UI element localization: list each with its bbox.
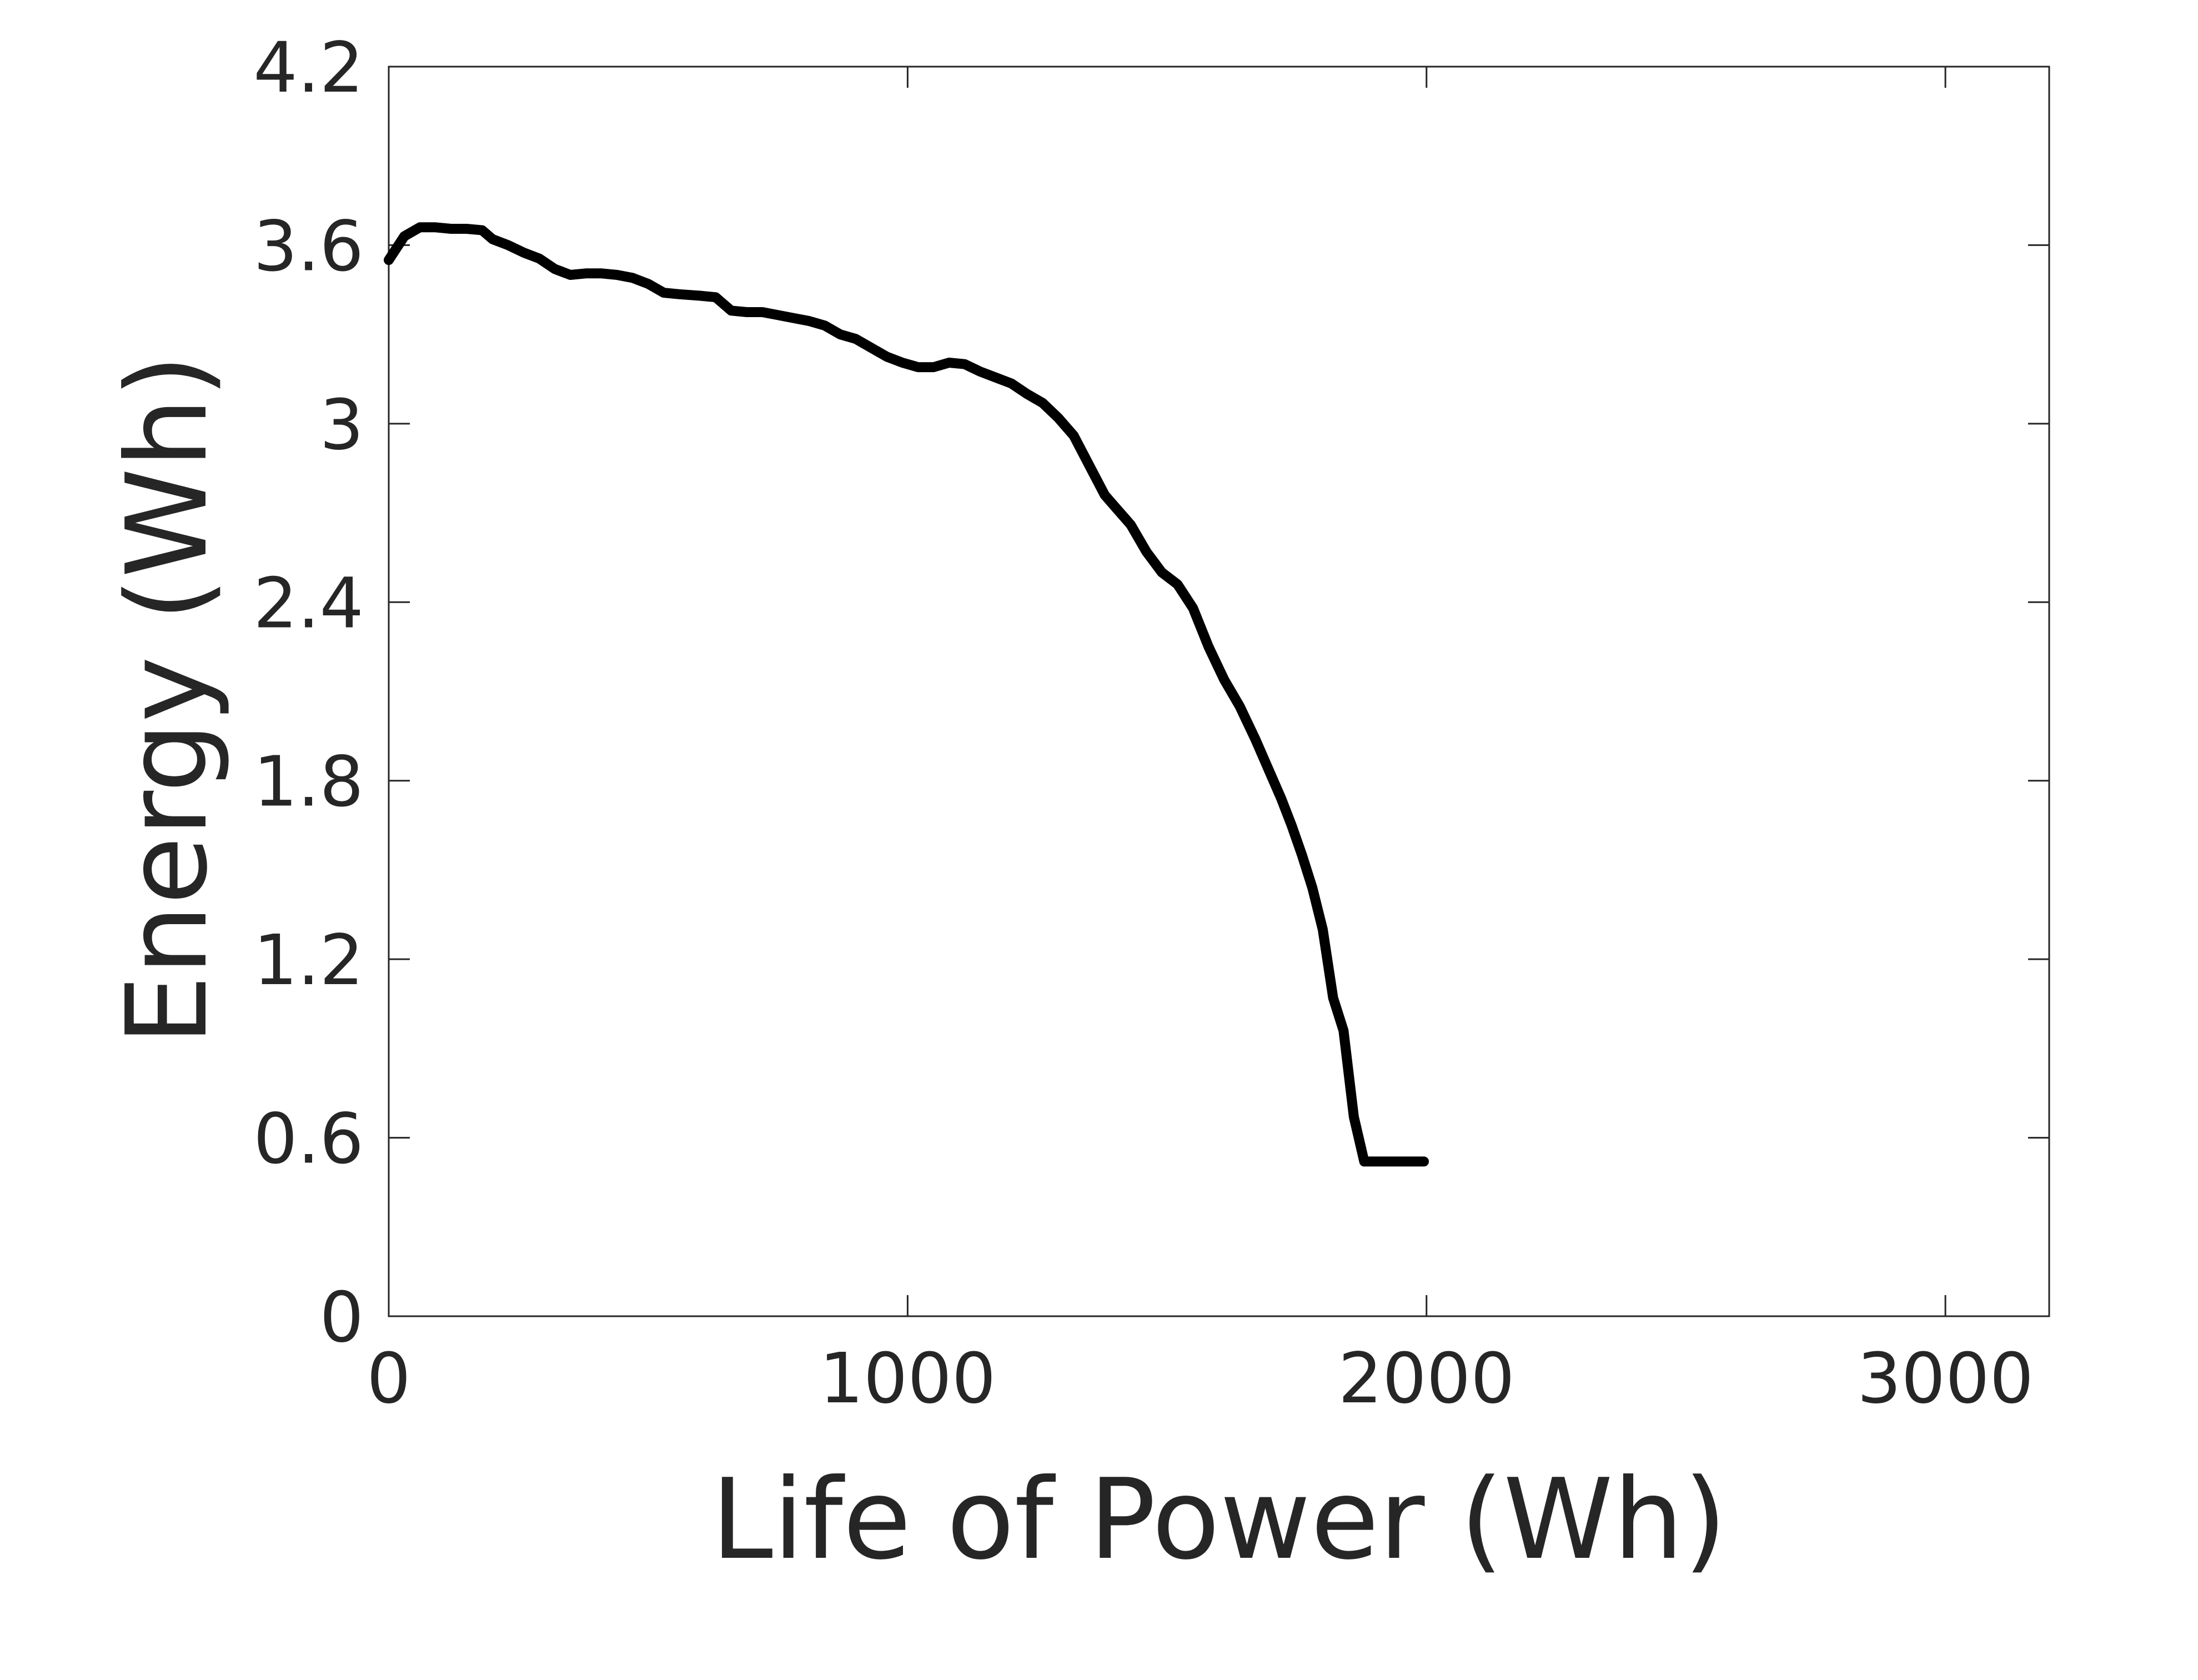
plot-area <box>388 66 2050 1317</box>
y-tick-label: 2.4 <box>253 563 364 644</box>
x-tick-label: 1000 <box>819 1338 996 1419</box>
y-tick-label: 1.8 <box>253 742 364 823</box>
y-tick-label: 4.2 <box>253 28 364 108</box>
y-tick-label: 3 <box>319 385 364 465</box>
plot-frame <box>388 66 2050 1317</box>
x-axis-title: Life of Power (Wh) <box>711 1455 1727 1584</box>
y-axis-title: Energy (Wh) <box>103 354 232 1045</box>
axis-ticks <box>388 66 2049 1317</box>
y-tick-label: 0.6 <box>253 1099 364 1180</box>
series-line-energy <box>384 222 1429 1167</box>
x-tick-label: 3000 <box>1857 1338 2034 1419</box>
y-tick-label: 0 <box>319 1277 364 1358</box>
y-tick-label: 1.2 <box>253 920 364 1001</box>
y-tick-label: 3.6 <box>253 206 364 287</box>
x-tick-label: 2000 <box>1338 1338 1515 1419</box>
x-tick-label: 0 <box>367 1338 411 1419</box>
series-layer <box>384 222 1429 1167</box>
axis-tick-labels: 0 1000 2000 3000 0 0.6 1.2 1.8 2.4 3 3.6 4.2 <box>253 28 2034 1419</box>
